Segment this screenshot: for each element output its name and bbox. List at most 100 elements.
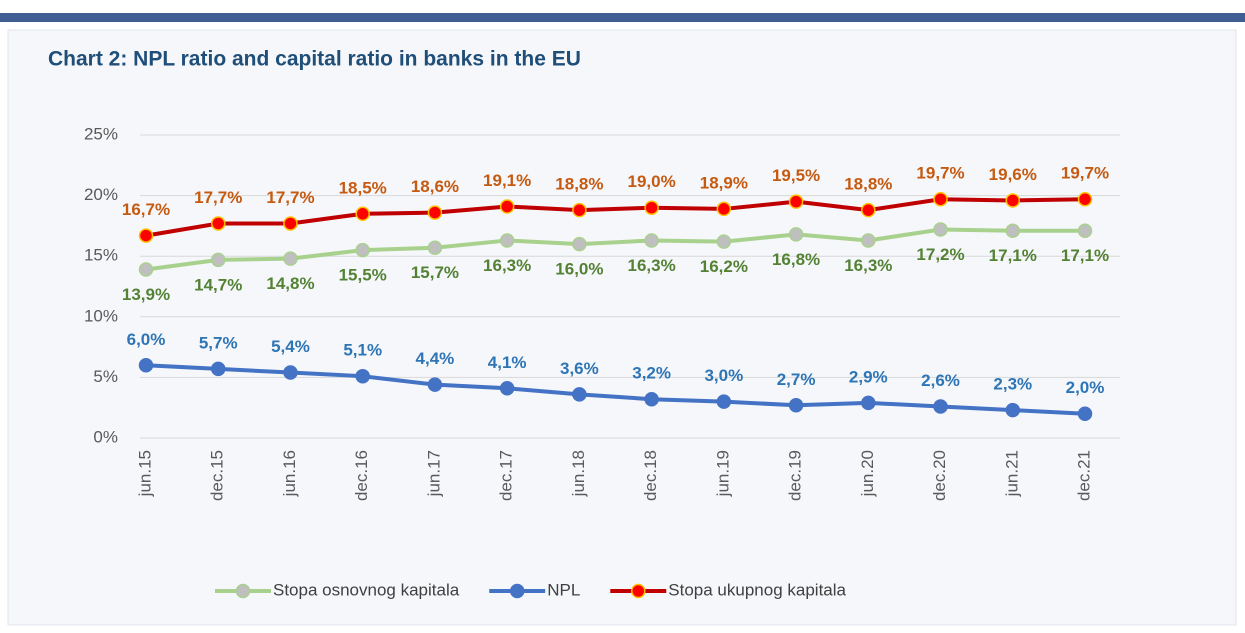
marker bbox=[283, 216, 298, 231]
data-label: 3,6% bbox=[560, 359, 599, 378]
marker bbox=[210, 216, 226, 231]
data-label: 5,7% bbox=[199, 333, 238, 352]
data-label: 19,5% bbox=[772, 166, 820, 185]
marker bbox=[355, 368, 370, 384]
data-label: 17,7% bbox=[266, 188, 314, 207]
legend-marker bbox=[235, 583, 251, 599]
marker bbox=[644, 391, 659, 407]
marker bbox=[355, 206, 370, 222]
marker bbox=[1005, 193, 1021, 208]
marker bbox=[1077, 223, 1093, 238]
data-label: 16,3% bbox=[844, 256, 892, 275]
marker bbox=[861, 395, 876, 411]
marker bbox=[788, 227, 804, 242]
x-tick-label: jun.17 bbox=[424, 450, 443, 497]
panel bbox=[7, 29, 1237, 626]
marker bbox=[572, 387, 587, 402]
marker bbox=[644, 200, 659, 215]
x-tick-label: jun.18 bbox=[569, 450, 588, 497]
data-label: 5,4% bbox=[271, 337, 310, 356]
x-tick-label: dec.21 bbox=[1074, 450, 1093, 501]
marker bbox=[210, 252, 226, 268]
data-label: 16,3% bbox=[483, 256, 531, 275]
y-tick-label: 15% bbox=[84, 246, 118, 265]
marker bbox=[283, 365, 298, 380]
marker bbox=[499, 199, 515, 214]
legend-marker bbox=[509, 583, 525, 599]
marker bbox=[499, 381, 515, 396]
top-bar bbox=[0, 13, 1245, 22]
data-label: 2,3% bbox=[993, 375, 1032, 394]
data-label: 16,2% bbox=[700, 257, 748, 276]
data-label: 19,7% bbox=[916, 164, 964, 183]
marker bbox=[355, 242, 370, 258]
marker bbox=[427, 377, 443, 392]
marker bbox=[788, 398, 804, 413]
x-tick-label: jun.19 bbox=[713, 450, 732, 497]
y-tick-label: 10% bbox=[84, 306, 118, 325]
data-label: 6,0% bbox=[127, 330, 166, 349]
marker bbox=[427, 205, 443, 220]
data-label: 3,2% bbox=[632, 364, 671, 383]
x-tick-label: dec.16 bbox=[352, 450, 371, 501]
legend-label: NPL bbox=[547, 580, 580, 599]
marker bbox=[427, 240, 443, 255]
marker bbox=[283, 251, 298, 266]
data-label: 16,0% bbox=[555, 260, 603, 279]
data-label: 18,8% bbox=[555, 175, 603, 194]
x-tick-label: dec.18 bbox=[641, 450, 660, 501]
marker bbox=[716, 201, 732, 217]
x-tick-label: dec.19 bbox=[786, 450, 805, 501]
marker bbox=[644, 233, 659, 248]
x-tick-label: jun.20 bbox=[858, 450, 877, 497]
marker bbox=[861, 233, 876, 248]
data-label: 19,6% bbox=[989, 165, 1037, 184]
marker bbox=[861, 202, 876, 218]
legend-label: Stopa osnovnog kapitala bbox=[273, 580, 460, 599]
data-label: 14,8% bbox=[266, 274, 314, 293]
data-label: 4,1% bbox=[488, 353, 527, 372]
marker bbox=[1077, 191, 1093, 207]
data-label: 18,5% bbox=[339, 178, 387, 197]
y-tick-label: 0% bbox=[93, 427, 118, 446]
data-label: 17,1% bbox=[989, 246, 1037, 265]
data-label: 19,1% bbox=[483, 171, 531, 190]
x-tick-label: jun.21 bbox=[1002, 450, 1021, 497]
marker bbox=[1005, 223, 1021, 238]
y-tick-label: 5% bbox=[93, 367, 118, 386]
series-line bbox=[145, 197, 1086, 238]
legend-label: Stopa ukupnog kapitala bbox=[668, 580, 846, 599]
marker bbox=[933, 399, 948, 414]
data-label: 2,7% bbox=[777, 370, 816, 389]
marker bbox=[1077, 406, 1093, 422]
data-label: 5,1% bbox=[343, 341, 382, 360]
marker bbox=[933, 222, 948, 237]
marker bbox=[1005, 402, 1021, 418]
marker bbox=[499, 233, 515, 248]
data-label: 18,8% bbox=[844, 175, 892, 194]
data-label: 16,3% bbox=[628, 256, 676, 275]
marker bbox=[716, 234, 732, 249]
data-label: 14,7% bbox=[194, 275, 242, 294]
legend-marker bbox=[631, 583, 646, 599]
data-label: 2,9% bbox=[849, 367, 888, 386]
data-label: 16,7% bbox=[122, 200, 170, 219]
marker bbox=[138, 262, 154, 277]
data-label: 17,1% bbox=[1061, 246, 1109, 265]
series-line bbox=[145, 227, 1085, 272]
marker bbox=[138, 358, 154, 373]
data-label: 16,8% bbox=[772, 250, 820, 269]
data-label: 15,5% bbox=[339, 266, 387, 285]
y-tick-label: 25% bbox=[84, 124, 118, 143]
series-line bbox=[145, 363, 1086, 416]
marker bbox=[933, 191, 948, 207]
marker bbox=[572, 236, 587, 252]
x-tick-label: jun.15 bbox=[135, 450, 154, 497]
data-label: 4,4% bbox=[416, 349, 455, 368]
marker bbox=[716, 394, 732, 409]
x-tick-label: dec.17 bbox=[497, 450, 516, 501]
marker bbox=[572, 202, 587, 218]
data-label: 18,6% bbox=[411, 177, 459, 196]
marker bbox=[788, 194, 804, 209]
